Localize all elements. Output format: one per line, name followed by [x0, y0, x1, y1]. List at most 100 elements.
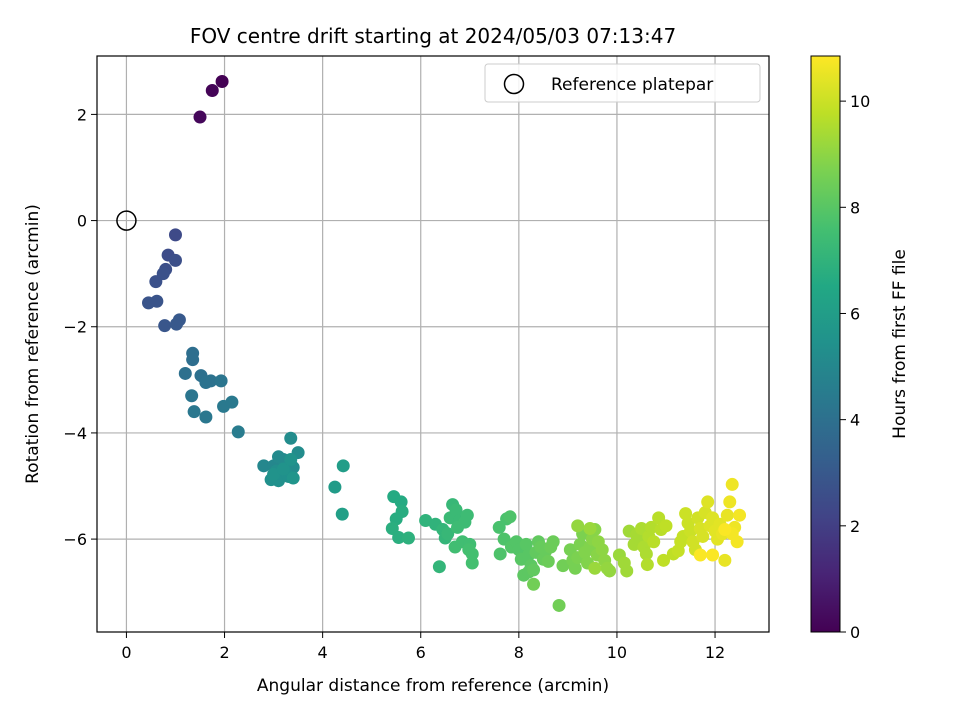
data-point [644, 520, 658, 534]
legend-box [484, 63, 761, 103]
data-point [720, 508, 734, 522]
data-point [172, 313, 186, 327]
colorbar-tick-label: 4 [850, 411, 860, 430]
data-point [718, 523, 732, 537]
data-point [546, 535, 560, 549]
data-point [571, 519, 585, 533]
data-point [460, 508, 474, 522]
colorbar-tick-label: 8 [850, 198, 860, 217]
data-point [150, 294, 164, 308]
x-tick-label: 8 [514, 643, 524, 662]
data-points [142, 74, 747, 612]
y-tick-label: −2 [63, 318, 87, 337]
data-point [215, 74, 229, 88]
data-point [462, 543, 476, 557]
data-point [401, 531, 415, 545]
data-point [199, 410, 213, 424]
data-point [214, 374, 228, 388]
data-point [276, 462, 290, 476]
data-point [588, 561, 602, 575]
data-point [225, 395, 239, 409]
data-point [231, 425, 245, 439]
x-tick-label: 12 [705, 643, 725, 662]
data-point [187, 405, 201, 419]
data-point [465, 556, 479, 570]
data-point [718, 553, 732, 567]
data-point [335, 507, 349, 521]
x-tick-label: 10 [607, 643, 627, 662]
data-point [199, 375, 213, 389]
data-point [647, 535, 661, 549]
data-point [178, 366, 192, 380]
colorbar-tick-label: 10 [850, 92, 870, 111]
data-point [284, 452, 298, 466]
data-point [519, 537, 533, 551]
data-point [503, 510, 517, 524]
data-point [696, 529, 710, 543]
grid-lines [97, 56, 769, 632]
data-point [432, 560, 446, 574]
x-tick-label: 2 [219, 643, 229, 662]
data-point [336, 459, 350, 473]
colorbar-tick-label: 0 [850, 623, 860, 642]
data-point [659, 519, 673, 533]
data-point [527, 563, 541, 577]
data-point [706, 548, 720, 562]
data-point [257, 459, 271, 473]
x-tick-label: 0 [121, 643, 131, 662]
y-tick-label: 2 [77, 105, 87, 124]
data-point [693, 548, 707, 562]
x-tick-label: 4 [318, 643, 328, 662]
colorbar-tick-label: 6 [850, 304, 860, 323]
data-point [603, 564, 617, 578]
data-point [267, 467, 281, 481]
data-point [441, 527, 455, 541]
data-point [492, 520, 506, 534]
data-point [552, 598, 566, 612]
data-point [701, 495, 715, 509]
data-point [657, 553, 671, 567]
data-point [725, 477, 739, 491]
data-point [185, 389, 199, 403]
y-tick-label: 0 [77, 212, 87, 231]
colorbar-title: Hours from first FF file [890, 249, 910, 439]
data-point [193, 110, 207, 124]
x-axis-ticks: 0 2 4 6 8 10 12 [121, 632, 725, 662]
chart-title: FOV centre drift starting at 2024/05/03 … [190, 24, 676, 48]
data-point [286, 471, 300, 485]
data-point [205, 84, 219, 98]
y-tick-label: −4 [63, 424, 87, 443]
legend: Reference platepar [484, 63, 761, 103]
data-point [385, 521, 399, 535]
data-point [284, 431, 298, 445]
y-tick-label: −6 [63, 530, 87, 549]
reference-marker [116, 210, 137, 231]
data-point [149, 275, 163, 289]
data-point [186, 353, 200, 367]
plot-frame [96, 55, 770, 633]
y-axis-ticks: −6 −4 −2 0 2 [63, 105, 97, 549]
data-point [168, 253, 182, 267]
colorbar-tick-label: 2 [850, 517, 860, 536]
data-point [568, 561, 582, 575]
data-point [449, 503, 463, 517]
data-point [723, 495, 737, 509]
data-point [168, 228, 182, 242]
data-point [595, 543, 609, 557]
legend-reference-marker [503, 73, 525, 95]
x-axis-title: Angular distance from reference (arcmin) [257, 676, 609, 696]
data-point [493, 547, 507, 561]
data-point [394, 495, 408, 509]
y-axis-title: Rotation from reference (arcmin) [23, 204, 43, 484]
data-point [419, 514, 433, 528]
data-point [620, 564, 634, 578]
data-point [527, 577, 541, 591]
data-point [684, 524, 698, 538]
data-point [541, 554, 555, 568]
data-point [556, 559, 570, 573]
data-point [158, 319, 172, 333]
x-tick-label: 6 [416, 643, 426, 662]
data-point [733, 508, 747, 522]
data-point [639, 547, 653, 561]
